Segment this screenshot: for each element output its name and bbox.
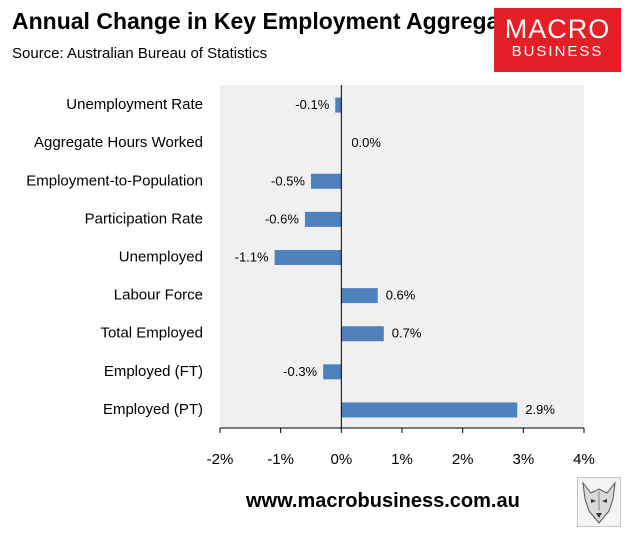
footer-url: www.macrobusiness.com.au — [246, 490, 520, 512]
category-label: Aggregate Hours Worked — [34, 134, 203, 151]
data-labels-group: -0.1% 0.0% -0.5% -0.6% -1.1% 0.6% 0.7% -0.3% 2.9… — [235, 97, 556, 417]
category-label: Unemployed — [119, 249, 203, 266]
logo-line-1: MACRO — [504, 14, 611, 44]
data-label: -0.6% — [265, 211, 299, 226]
data-label: -1.1% — [235, 250, 269, 265]
bar-employed-pt — [341, 402, 518, 418]
data-label: -0.1% — [295, 97, 329, 112]
category-label: Unemployment Rate — [66, 96, 203, 113]
category-labels-group: Unemployment Rate Aggregate Hours Worked E… — [26, 96, 203, 418]
bar-unemployment-rate — [335, 97, 342, 113]
category-label: Employed (FT) — [104, 363, 203, 380]
bar-labour-force — [341, 288, 378, 304]
bar-participation-rate — [304, 211, 342, 227]
x-tick-label: 4% — [573, 451, 595, 468]
category-label: Participation Rate — [85, 210, 203, 227]
bar-employed-ft — [323, 364, 342, 380]
bar-employment-to-population — [311, 173, 342, 189]
x-tick-label: -1% — [267, 451, 294, 468]
data-label: 0.7% — [392, 326, 422, 341]
chart-title: Annual Change in Key Employment Aggregat… — [12, 8, 533, 34]
x-tick-label: 2% — [452, 451, 474, 468]
category-label: Total Employed — [100, 325, 203, 342]
chart-source: Source: Australian Bureau of Statistics — [12, 45, 268, 62]
x-tick-label: 0% — [330, 451, 352, 468]
bars-group — [274, 97, 518, 418]
x-tick-label: 3% — [512, 451, 534, 468]
data-label: 0.6% — [386, 288, 416, 303]
data-label: -0.5% — [271, 173, 305, 188]
data-label: -0.3% — [283, 364, 317, 379]
x-tick-label: 1% — [391, 451, 413, 468]
category-label: Employment-to-Population — [26, 172, 203, 189]
category-label: Labour Force — [114, 287, 203, 304]
x-axis: -2% -1% 0% 1% 2% 3% 4% — [207, 85, 595, 468]
bar-total-employed — [341, 326, 384, 342]
x-tick-label: -2% — [207, 451, 234, 468]
wolf-icon — [577, 477, 621, 527]
data-label: 0.0% — [351, 135, 381, 150]
data-label: 2.9% — [525, 402, 555, 417]
macrobusiness-logo: MACRO BUSINESS — [494, 8, 621, 72]
bar-unemployed — [274, 250, 342, 265]
logo-line-2: BUSINESS — [511, 43, 604, 60]
category-label: Employed (PT) — [103, 401, 203, 418]
